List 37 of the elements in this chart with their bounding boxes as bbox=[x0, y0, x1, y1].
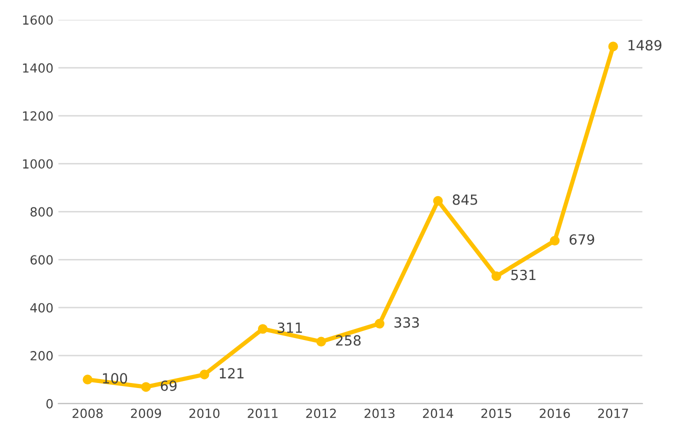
x-tick-label: 2014 bbox=[422, 408, 454, 418]
x-tick-label: 2010 bbox=[189, 408, 220, 418]
y-tick-label: 1600 bbox=[23, 15, 53, 25]
data-label: 333 bbox=[394, 317, 419, 328]
x-tick-label: 2012 bbox=[306, 408, 336, 418]
data-label: 845 bbox=[452, 194, 478, 205]
x-tick-label: 2009 bbox=[130, 408, 162, 418]
point bbox=[141, 382, 151, 392]
y-tick-label: 0 bbox=[46, 398, 53, 408]
point bbox=[491, 271, 502, 282]
x-tick-label: 2013 bbox=[364, 408, 394, 418]
data-label: 531 bbox=[511, 270, 536, 280]
point bbox=[608, 42, 618, 52]
y-tick-label: 1400 bbox=[23, 63, 53, 73]
point bbox=[374, 318, 384, 329]
y-tick-label: 400 bbox=[30, 303, 53, 313]
point bbox=[200, 370, 210, 380]
y-tick-label: 200 bbox=[30, 351, 53, 360]
point bbox=[550, 236, 560, 246]
x-tick-label: 2008 bbox=[72, 408, 103, 418]
data-label: 1489 bbox=[628, 40, 662, 50]
data-label: 258 bbox=[336, 335, 361, 346]
point bbox=[258, 324, 268, 334]
x-tick-label: 2011 bbox=[248, 408, 278, 418]
y-tick-label: 600 bbox=[30, 255, 53, 265]
x-tick-label: 2016 bbox=[540, 408, 570, 418]
x-tick-label: 2017 bbox=[598, 408, 628, 418]
x-tick-label: 2015 bbox=[481, 408, 512, 418]
data-label: 121 bbox=[220, 368, 244, 378]
y-tick-label: 800 bbox=[30, 207, 53, 217]
y-tick-label: 1200 bbox=[23, 111, 53, 121]
point bbox=[82, 374, 92, 384]
data-label: 311 bbox=[278, 322, 302, 333]
point bbox=[433, 196, 443, 206]
y-tick-label: 1000 bbox=[23, 159, 53, 169]
point bbox=[316, 336, 326, 347]
data-label: 679 bbox=[570, 234, 594, 245]
